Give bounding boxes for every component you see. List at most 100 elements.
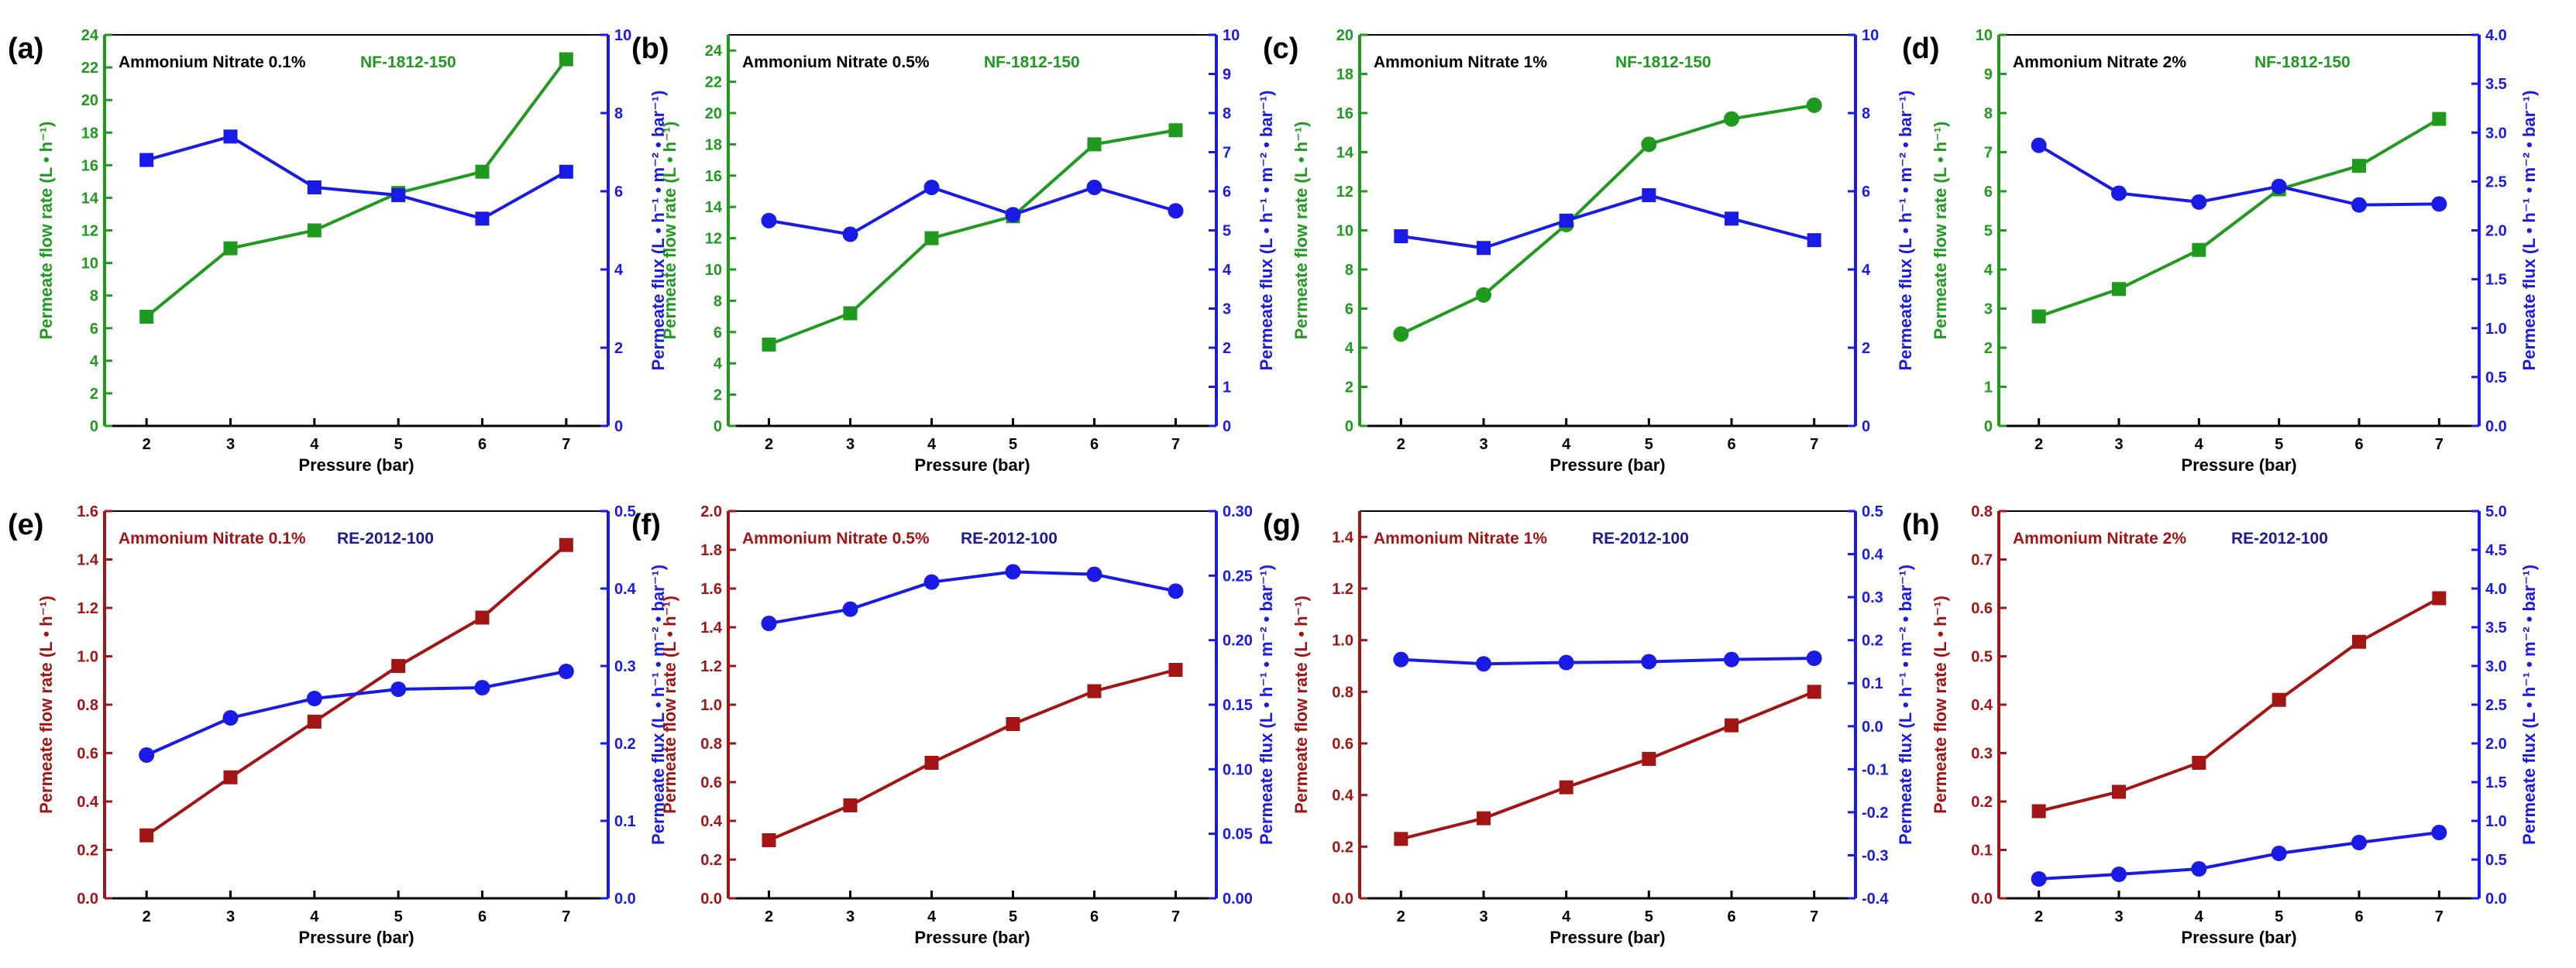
data-point <box>1642 752 1656 766</box>
left-y-tick-label: 12 <box>1336 184 1353 201</box>
series-line <box>769 570 1176 625</box>
x-tick-label: 4 <box>927 436 937 453</box>
series-line <box>145 58 568 318</box>
chart-panel-c: 0 2 4 6 8 10 12 14 16 18 20 0 2 4 6 8 10 2 3 4 5 6 7 Pressure (… <box>1263 27 1915 475</box>
data-point <box>1394 832 1408 846</box>
x-tick-label: 5 <box>2275 436 2283 453</box>
data-point <box>2352 159 2366 173</box>
left-y-tick-label: 0.4 <box>1971 697 1993 714</box>
left-y-tick-label: 10 <box>81 256 98 273</box>
x-tick-label: 6 <box>2354 436 2363 453</box>
series-line <box>1400 103 1814 336</box>
right-y-tick-label: 4 <box>614 262 624 279</box>
right-y-tick-label: 0.2 <box>1862 633 1883 650</box>
x-tick-label: 5 <box>1645 436 1653 453</box>
panel-label: (a) <box>8 33 43 65</box>
right-y-tick-label: 3.5 <box>2485 76 2507 93</box>
right-y-axis-label: Permeate flux (L • h⁻¹ • m⁻² • bar⁻¹) <box>1896 565 1915 845</box>
x-tick-label: 3 <box>226 908 235 925</box>
left-y-tick-label: 0.2 <box>700 852 722 869</box>
left-y-tick-label: 6 <box>714 324 722 342</box>
right-y-axis-label: Permeate flux (L • h⁻¹ • m⁻² • bar⁻¹) <box>2519 565 2539 845</box>
right-y-tick-label: -0.2 <box>1862 805 1888 822</box>
data-point <box>1724 651 1739 668</box>
left-y-tick-label: 0.6 <box>700 774 722 791</box>
data-point <box>1005 207 1021 223</box>
left-y-tick-label: 14 <box>81 190 99 207</box>
series-flow-rate <box>139 52 573 324</box>
data-point <box>1476 656 1491 672</box>
series-flow-rate <box>762 663 1183 847</box>
membrane-label: NF-1812-150 <box>984 53 1080 71</box>
right-y-tick-label: 3.0 <box>2485 125 2507 142</box>
left-y-tick-label: 0.8 <box>1332 684 1353 701</box>
left-y-tick-label: 10 <box>1336 223 1353 240</box>
left-y-tick-label: 1.0 <box>77 649 98 666</box>
left-y-tick-label: 0.1 <box>1971 843 1993 860</box>
left-y-tick-label: 2 <box>1984 340 1993 357</box>
x-tick-label: 5 <box>1645 908 1653 925</box>
right-y-tick-label: 1.0 <box>2485 813 2507 830</box>
left-y-tick-label: 1.4 <box>700 620 723 637</box>
data-point <box>1725 718 1739 733</box>
right-y-tick-label: 3.0 <box>2485 658 2507 675</box>
right-y-tick-label: -0.3 <box>1862 847 1888 864</box>
left-y-tick-label: 1.0 <box>1332 633 1353 650</box>
data-point <box>391 188 406 203</box>
data-point <box>391 659 406 673</box>
right-y-tick-label: 0.5 <box>1862 503 1883 520</box>
series-line <box>2038 143 2440 207</box>
chart-title: Ammonium Nitrate 0.5% <box>742 53 930 71</box>
left-y-tick-label: 12 <box>705 231 722 248</box>
data-point <box>559 537 573 552</box>
x-tick-label: 6 <box>1727 908 1735 925</box>
data-point <box>2111 867 2127 882</box>
data-point <box>1476 287 1491 303</box>
series-flow-rate <box>2031 591 2447 819</box>
right-y-tick-label: 0.5 <box>2485 852 2507 869</box>
left-y-tick-label: 0.6 <box>1332 736 1353 753</box>
left-y-tick-label: 16 <box>81 157 98 174</box>
right-y-tick-label: 0 <box>1223 418 1231 435</box>
data-point <box>1168 203 1184 219</box>
series-line <box>2038 117 2440 318</box>
data-point <box>223 770 238 784</box>
series-flux <box>761 564 1184 631</box>
left-y-tick-label: 0 <box>90 418 98 435</box>
series-line <box>146 670 567 757</box>
x-tick-label: 2 <box>2034 436 2043 453</box>
panel-label: (c) <box>1263 33 1298 65</box>
right-y-tick-label: 0.3 <box>1862 589 1883 606</box>
left-y-tick-label: 7 <box>1984 145 1993 162</box>
right-y-tick-label: 0 <box>614 418 623 435</box>
left-y-tick-label: 0.0 <box>1332 891 1353 908</box>
right-y-axis-label: Permeate flux (L • h⁻¹ • m⁻² • bar⁻¹) <box>648 565 668 845</box>
right-y-tick-label: 2.5 <box>2485 697 2507 714</box>
right-y-tick-label: 4 <box>1223 262 1232 279</box>
left-y-tick-label: 20 <box>1336 27 1353 44</box>
left-y-tick-label: 1.6 <box>77 503 98 520</box>
right-y-tick-label: 1 <box>1223 379 1231 396</box>
x-tick-label: 7 <box>2435 436 2444 453</box>
right-y-tick-label: 0.0 <box>2485 891 2507 908</box>
left-y-tick-label: 1.2 <box>700 658 722 675</box>
data-point <box>1086 566 1102 582</box>
right-y-tick-label: 0.30 <box>1223 503 1253 520</box>
left-y-tick-label: 0.4 <box>700 813 723 830</box>
right-y-tick-label: 2 <box>614 340 623 357</box>
right-y-tick-label: 0.15 <box>1223 697 1253 714</box>
data-point <box>1807 685 1821 699</box>
right-y-tick-label: 0.5 <box>2485 369 2507 386</box>
data-point <box>2432 112 2447 126</box>
data-point <box>475 211 490 226</box>
data-point <box>1558 654 1574 671</box>
right-y-tick-label: 5.0 <box>2485 503 2507 520</box>
membrane-label: RE-2012-100 <box>337 530 434 548</box>
left-y-tick-label: 1.6 <box>700 581 722 598</box>
left-y-tick-label: 0.2 <box>77 843 98 860</box>
x-tick-label: 2 <box>1397 436 1405 453</box>
data-point <box>1086 179 1102 195</box>
data-point <box>222 710 239 726</box>
data-point <box>843 306 858 321</box>
